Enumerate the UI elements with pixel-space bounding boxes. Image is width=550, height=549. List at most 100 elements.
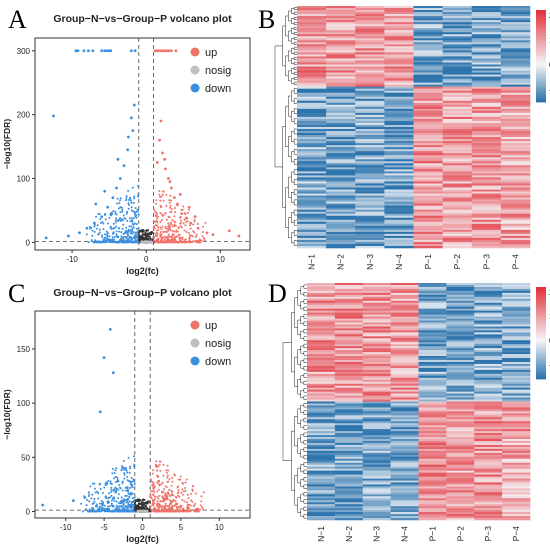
heatmap-cell [442, 207, 473, 210]
heatmap-cell [384, 165, 414, 168]
heatmap-cell [326, 42, 356, 45]
heatmap-cell [390, 306, 419, 309]
dendrogram-branch [294, 230, 297, 236]
heatmap-cell [500, 173, 531, 176]
heatmap-cell [471, 106, 502, 110]
heatmap-cell [362, 338, 391, 341]
heatmap-cell [502, 300, 531, 304]
scatter-point [120, 468, 123, 471]
heatmap-cell [384, 231, 414, 235]
heatmap-cell [384, 237, 414, 241]
heatmap-cell [446, 377, 475, 381]
dendrogram-branch [294, 16, 297, 20]
heatmap-cell [384, 50, 414, 53]
heatmap-cell [446, 411, 475, 414]
scatter-point [102, 238, 105, 241]
scatter-point [196, 510, 199, 513]
series-nosig [136, 509, 149, 513]
dendrogram-branch [294, 56, 297, 60]
scatter-point [173, 215, 176, 218]
scatter-point [181, 498, 184, 501]
heatmap-cell [334, 439, 364, 442]
heatmap-cell [307, 486, 336, 489]
dendrogram-branch [303, 410, 307, 415]
scatter-point [122, 214, 125, 217]
heatmap-cell [413, 82, 443, 85]
heatmap-cell [446, 464, 475, 467]
heatmap-cell [334, 446, 364, 450]
heatmap-cell [355, 211, 385, 215]
scatter-point [150, 231, 153, 234]
scatter-point [120, 496, 123, 499]
heatmap-cell [471, 82, 502, 85]
heatmap-cell [502, 302, 531, 306]
heatmap-cell [413, 235, 443, 239]
heatmap-cell [446, 452, 475, 456]
heatmap-cell [355, 185, 385, 188]
heatmap-cell [384, 135, 414, 138]
heatmap-cell [446, 312, 475, 315]
scatter-point [128, 225, 131, 228]
heatmap-cell [413, 68, 443, 71]
heatmap-cell [384, 145, 414, 148]
heatmap-cell [442, 78, 473, 81]
heatmap-cell [297, 20, 327, 23]
scatter-point [161, 193, 164, 196]
heatmap-cell [384, 139, 414, 142]
data-point-up [170, 49, 173, 53]
data-point-down [133, 49, 137, 53]
scatter-point [168, 227, 171, 230]
heatmap-cell [297, 143, 327, 146]
heatmap-cell [442, 76, 473, 79]
chart-title: Group−N−vs−Group−P volcano plot [53, 287, 232, 299]
heatmap-cell [446, 314, 475, 317]
heatmap-cell [442, 139, 473, 142]
scatter-point [101, 236, 104, 239]
heatmap-cell [442, 82, 473, 85]
column-label: P−1 [423, 254, 433, 270]
heatmap-cell [500, 205, 531, 208]
heatmap-cell [418, 407, 447, 410]
heatmap-cell [355, 48, 385, 51]
scatter-point [178, 240, 181, 243]
heatmap-cell [413, 213, 443, 217]
scatter-point [193, 218, 196, 221]
heatmap-cell [413, 42, 443, 45]
heatmap-cell [355, 173, 385, 176]
scatter-point [182, 490, 185, 493]
heatmap-cell [384, 32, 414, 35]
heatmap-cell [390, 328, 419, 331]
heatmap-cell [334, 504, 364, 507]
heatmap-cell [474, 462, 503, 465]
colorbar-step [536, 362, 546, 366]
scatter-point [198, 508, 201, 511]
heatmap-cell [502, 441, 531, 444]
scatter-point [130, 201, 133, 204]
scatter-point [91, 493, 94, 496]
heatmap-cell [307, 300, 336, 304]
colorbar-step [536, 44, 546, 48]
heatmap-cell [446, 425, 475, 428]
data-point-up [187, 506, 190, 510]
heatmap-cell [474, 425, 503, 428]
heatmap-cell [326, 22, 356, 25]
dendrogram-branch [294, 159, 297, 165]
heatmap-cell [362, 429, 391, 432]
heatmap-cell [474, 304, 503, 307]
heatmap-cell [446, 423, 475, 426]
heatmap-cell [355, 181, 385, 184]
heatmap-cell [355, 74, 385, 77]
heatmap-cell [390, 393, 419, 396]
heatmap-cell [502, 484, 531, 487]
heatmap-cell [471, 102, 502, 106]
heatmap-cell [326, 203, 356, 206]
scatter-point [180, 491, 183, 494]
scatter-point [137, 195, 140, 198]
heatmap-cell [326, 189, 356, 192]
dendrogram-branch [294, 41, 297, 45]
data-point-nosig [141, 509, 144, 513]
scatter-point [155, 199, 158, 202]
scatter-point [149, 505, 152, 508]
heatmap-cell [390, 320, 419, 323]
heatmap-cell [326, 26, 356, 29]
